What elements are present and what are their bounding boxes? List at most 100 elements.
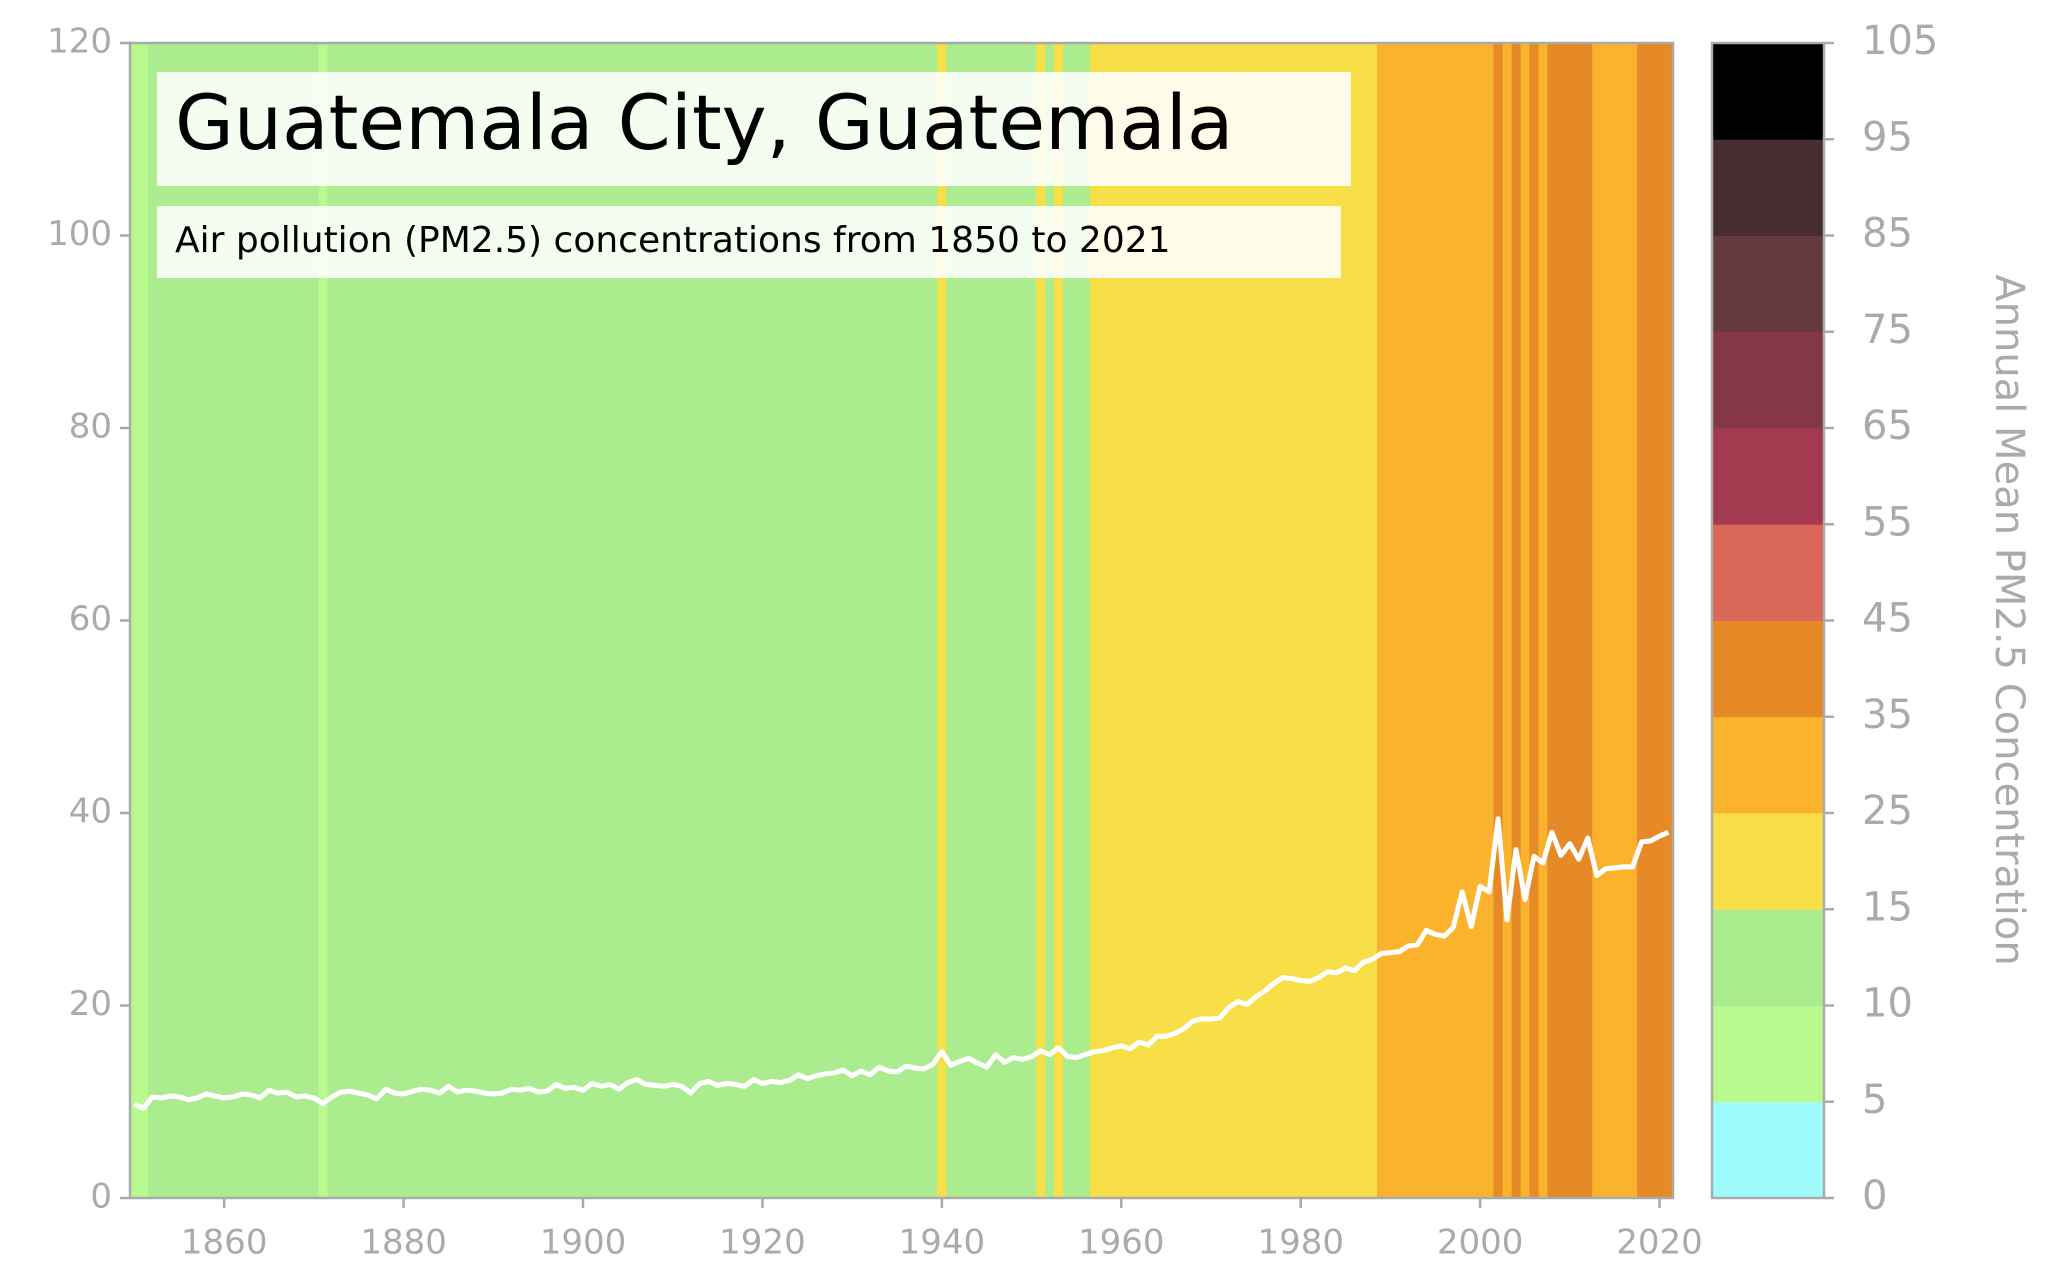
stripe — [955, 43, 965, 1198]
stripe — [1054, 43, 1064, 1198]
colorbar-tick-label: 0 — [1862, 1173, 1887, 1219]
stripe — [847, 43, 858, 1198]
stripe — [578, 43, 589, 1198]
stripe — [775, 43, 786, 1198]
stripe — [399, 43, 409, 1198]
stripe — [318, 43, 328, 1198]
stripe — [748, 43, 759, 1198]
stripe — [165, 43, 176, 1198]
stripe — [1538, 43, 1548, 1198]
stripe — [901, 43, 911, 1198]
y-tick-label: 40 — [69, 792, 112, 832]
stripe — [1565, 43, 1575, 1198]
stripe — [1143, 43, 1154, 1198]
stripe — [1628, 43, 1638, 1198]
stripe — [820, 43, 831, 1198]
stripe — [1179, 43, 1190, 1198]
stripe — [677, 43, 687, 1198]
stripe — [381, 43, 391, 1198]
stripe — [147, 43, 158, 1198]
stripe — [892, 43, 902, 1198]
colorbar-band — [1712, 43, 1824, 140]
stripe — [1583, 43, 1593, 1198]
stripe — [1403, 43, 1414, 1198]
stripe — [488, 43, 499, 1198]
stripe — [156, 43, 167, 1198]
stripe — [1170, 43, 1181, 1198]
colorbar-tick-label: 45 — [1862, 596, 1913, 642]
stripe — [973, 43, 983, 1198]
stripe — [264, 43, 275, 1198]
stripe — [1206, 43, 1216, 1198]
chart-title: Guatemala City, Guatemala — [175, 78, 1233, 167]
stripe — [1098, 43, 1109, 1198]
stripe — [623, 43, 633, 1198]
stripe — [1188, 43, 1199, 1198]
stripe — [219, 43, 230, 1198]
stripe — [1000, 43, 1010, 1198]
colorbar-band — [1712, 331, 1824, 429]
stripe — [246, 43, 257, 1198]
stripe — [443, 43, 454, 1198]
stripe — [1215, 43, 1225, 1198]
stripe — [237, 43, 248, 1198]
stripe — [1511, 43, 1521, 1198]
stripe — [713, 43, 723, 1198]
stripe — [919, 43, 929, 1198]
colorbar-tick-label: 75 — [1862, 307, 1913, 353]
stripe — [336, 43, 346, 1198]
stripe — [309, 43, 319, 1198]
stripe — [1619, 43, 1629, 1198]
stripe — [1045, 43, 1055, 1198]
stripe — [183, 43, 194, 1198]
stripe — [524, 43, 535, 1198]
stripe — [829, 43, 840, 1198]
stripe — [1439, 43, 1450, 1198]
stripe — [417, 43, 427, 1198]
stripe — [1359, 43, 1369, 1198]
stripe — [1027, 43, 1037, 1198]
colorbar-band — [1712, 909, 1824, 1006]
stripe — [1152, 43, 1163, 1198]
x-tick-label: 1900 — [540, 1223, 627, 1263]
y-tick-label: 120 — [47, 22, 112, 62]
stripe — [740, 43, 750, 1198]
stripe — [1412, 43, 1423, 1198]
stripe — [1071, 43, 1082, 1198]
stripe — [1475, 43, 1486, 1198]
stripe — [1610, 43, 1620, 1198]
stripe — [390, 43, 400, 1198]
stripe — [1637, 43, 1647, 1198]
stripe — [784, 43, 795, 1198]
stripe — [668, 43, 678, 1198]
stripe — [363, 43, 373, 1198]
stripe — [793, 43, 804, 1198]
stripe — [865, 43, 876, 1198]
stripe — [874, 43, 885, 1198]
x-tick-label: 1940 — [899, 1223, 986, 1263]
colorbar-band — [1712, 716, 1824, 814]
colorbar-tick-label: 5 — [1862, 1077, 1887, 1123]
stripe — [686, 43, 696, 1198]
colorbar-band — [1712, 1005, 1824, 1103]
stripe — [479, 43, 490, 1198]
stripe — [856, 43, 867, 1198]
colorbar-band — [1712, 524, 1824, 621]
stripe — [1305, 43, 1315, 1198]
stripe — [1323, 43, 1333, 1198]
stripe — [1009, 43, 1019, 1198]
stripe — [1134, 43, 1145, 1198]
stripe — [964, 43, 974, 1198]
stripe — [1601, 43, 1611, 1198]
colorbar-tick-label: 15 — [1862, 884, 1913, 930]
stripe — [695, 43, 705, 1198]
stripe — [551, 43, 562, 1198]
stripe — [838, 43, 849, 1198]
title-box — [157, 72, 1351, 186]
stripe — [1341, 43, 1351, 1198]
colorbar-tick-label: 55 — [1862, 499, 1913, 545]
y-tick-label: 20 — [69, 984, 112, 1024]
colorbar-tick-label: 25 — [1862, 788, 1913, 834]
stripe — [1062, 43, 1073, 1198]
stripe — [1242, 43, 1252, 1198]
